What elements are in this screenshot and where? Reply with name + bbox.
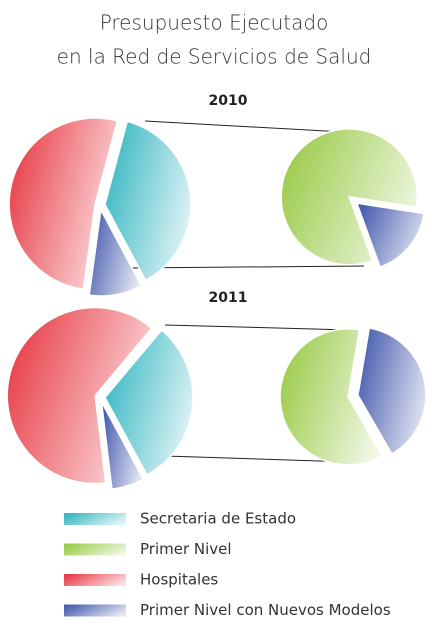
pie-slice [279, 328, 384, 466]
chart-title: Presupuesto Ejecutado [100, 11, 329, 35]
pie-title: 2010 [209, 93, 248, 109]
legend-label: Primer Nivel con Nuevos Modelos [140, 601, 391, 619]
pie-slice [104, 329, 194, 476]
connector [164, 455, 351, 463]
legend-swatch [64, 574, 126, 586]
legend-swatch [64, 513, 126, 525]
pie-slice [100, 401, 145, 490]
connector [164, 324, 351, 331]
chart-title: en la Red de Servicios de Salud [57, 45, 372, 69]
pie-title: 2011 [209, 290, 248, 306]
pie-slice [355, 202, 425, 269]
pie-slice [6, 306, 153, 485]
pie-slice [8, 117, 119, 291]
pie-slice [88, 207, 143, 297]
legend-label: Hospitales [140, 571, 218, 589]
pie-slice [280, 128, 418, 266]
legend-swatch [64, 604, 126, 617]
legend-label: Secretaria de Estado [140, 510, 296, 528]
legend-label: Primer Nivel [140, 540, 232, 558]
pie-slice [357, 327, 427, 456]
connector [129, 265, 365, 269]
legend-swatch [64, 543, 126, 556]
pie-slice [104, 120, 192, 282]
connector [144, 120, 363, 134]
